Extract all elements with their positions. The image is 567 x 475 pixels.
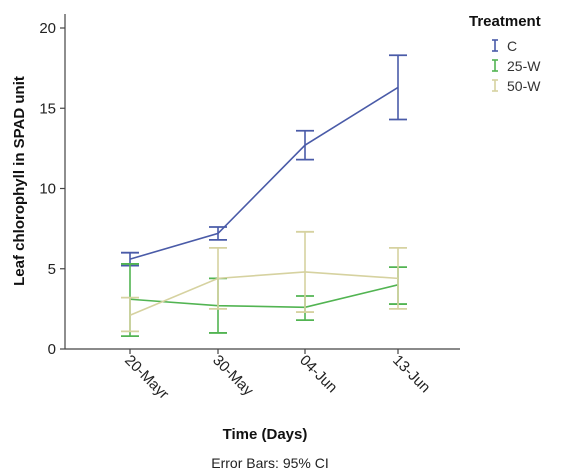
series-50-W <box>121 230 407 333</box>
plot-area <box>121 54 407 338</box>
x-ticks: 20-Mayr 30-May 04-Jun 13-Jun <box>121 349 434 403</box>
legend-entry: C <box>492 38 517 54</box>
x-tick-label: 20-Mayr <box>121 352 172 403</box>
y-tick-label: 10 <box>39 181 56 198</box>
axes <box>64 14 460 350</box>
x-axis-title: Time (Days) <box>223 426 308 443</box>
series-line <box>129 86 399 260</box>
y-tick-label: 0 <box>48 341 56 358</box>
y-axis-title: Leaf chlorophyll in SPAD unit <box>11 76 28 286</box>
x-tick-label: 13-Jun <box>389 352 433 396</box>
legend-entry: 25-W <box>492 58 541 74</box>
x-tick-label: 30-May <box>209 352 257 400</box>
legend-label: C <box>507 38 517 54</box>
y-ticks: 0 5 10 15 20 <box>39 20 65 358</box>
x-tick-label: 04-Jun <box>296 352 340 396</box>
y-tick-label: 20 <box>39 20 56 37</box>
legend-entry: 50-W <box>492 78 541 94</box>
series-C <box>121 54 407 267</box>
legend-label: 50-W <box>507 78 541 94</box>
y-tick-label: 15 <box>39 100 56 117</box>
y-tick-label: 5 <box>48 261 56 278</box>
series-line <box>129 284 399 309</box>
error-bars-footnote: Error Bars: 95% CI <box>211 455 328 471</box>
legend: Treatment C 25-W 50-W <box>469 13 541 94</box>
legend-label: 25-W <box>507 58 541 74</box>
series-line <box>129 271 399 317</box>
legend-title: Treatment <box>469 13 541 30</box>
